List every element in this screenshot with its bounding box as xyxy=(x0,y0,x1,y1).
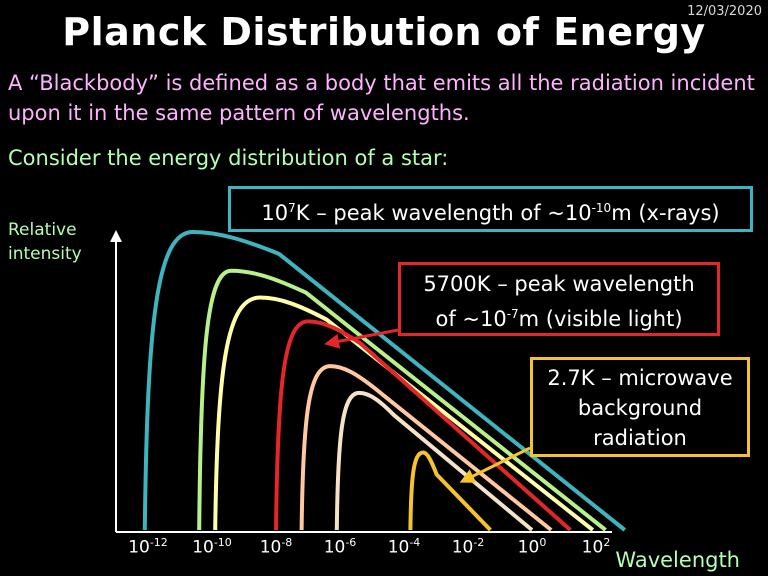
series-curve-6 xyxy=(408,450,492,532)
series-curve-0 xyxy=(142,230,627,532)
x-tick-exp: 0 xyxy=(539,536,547,549)
x-tick-label: 10-4 xyxy=(388,536,421,558)
series-curve-4 xyxy=(299,364,553,532)
series-curve-2 xyxy=(213,295,595,532)
x-tick-label: 10-10 xyxy=(192,536,232,558)
series-curve-5 xyxy=(334,390,534,532)
x-tick-exp: -2 xyxy=(473,536,485,549)
x-tick-base: 10 xyxy=(128,537,150,558)
cmb-callout-pointer xyxy=(459,446,531,483)
x-tick-exp: -8 xyxy=(281,536,293,549)
x-tick-label: 10-2 xyxy=(452,536,485,558)
x-tick-base: 10 xyxy=(259,537,282,558)
x-tick-base: 10 xyxy=(192,537,214,558)
sun-callout-pointer xyxy=(324,328,399,349)
callout-cmb-line3: radiation xyxy=(593,426,687,450)
x-axis-label: Wavelength xyxy=(615,548,740,572)
x-tick-label: 10-6 xyxy=(324,536,357,558)
callout-sun-sup: -7 xyxy=(506,307,519,321)
x-tick-exp: -4 xyxy=(409,536,421,549)
callout-hot-mid: K – peak wavelength of ~10 xyxy=(295,201,592,225)
callout-sun-line1: 5700K – peak wavelength xyxy=(423,272,695,296)
callout-cmb: 2.7K – microwave background radiation xyxy=(530,357,750,457)
x-tick-label: 10-8 xyxy=(260,536,293,558)
callout-sun-post: m (visible light) xyxy=(518,307,683,331)
x-tick-exp: 2 xyxy=(603,536,611,549)
x-tick-label: 102 xyxy=(582,536,611,558)
series-curve-3 xyxy=(274,319,572,532)
callout-hot-pre: 10 xyxy=(261,201,289,225)
x-tick-base: 10 xyxy=(581,537,604,558)
y-axis-label: Relative intensity xyxy=(8,220,82,264)
page-title: Planck Distribution of Energy xyxy=(62,10,706,54)
x-tick-label: 10-12 xyxy=(128,536,168,558)
callout-hot-post: m (x-rays) xyxy=(611,201,720,225)
x-tick-exp: -12 xyxy=(149,536,168,549)
x-tick-label: 100 xyxy=(518,536,547,558)
date-stamp: 12/03/2020 xyxy=(687,4,762,19)
callout-sun-line2: of ~10-7m (visible light) xyxy=(401,299,717,334)
intro-text: A “Blackbody” is defined as a body that … xyxy=(8,71,755,125)
x-tick-base: 10 xyxy=(517,537,540,558)
x-tick-exp: -10 xyxy=(213,536,232,549)
x-tick-base: 10 xyxy=(387,537,410,558)
consider-text: Consider the energy distribution of a st… xyxy=(8,146,449,170)
callout-sun-pre: of ~10 xyxy=(435,307,507,331)
x-tick-exp: -6 xyxy=(345,536,357,549)
callout-hot-sup2: -10 xyxy=(591,201,612,215)
callout-sun: 5700K – peak wavelength of ~10-7m (visib… xyxy=(398,262,720,336)
x-tick-base: 10 xyxy=(451,537,474,558)
callout-hot-star: 107K – peak wavelength of ~10-10m (x-ray… xyxy=(228,186,753,232)
callout-cmb-line1: 2.7K – microwave xyxy=(547,366,733,390)
series-curve-1 xyxy=(197,268,607,532)
callout-cmb-line2: background xyxy=(577,396,703,420)
callout-hot-sup1: 7 xyxy=(288,201,296,215)
x-tick-base: 10 xyxy=(323,537,346,558)
